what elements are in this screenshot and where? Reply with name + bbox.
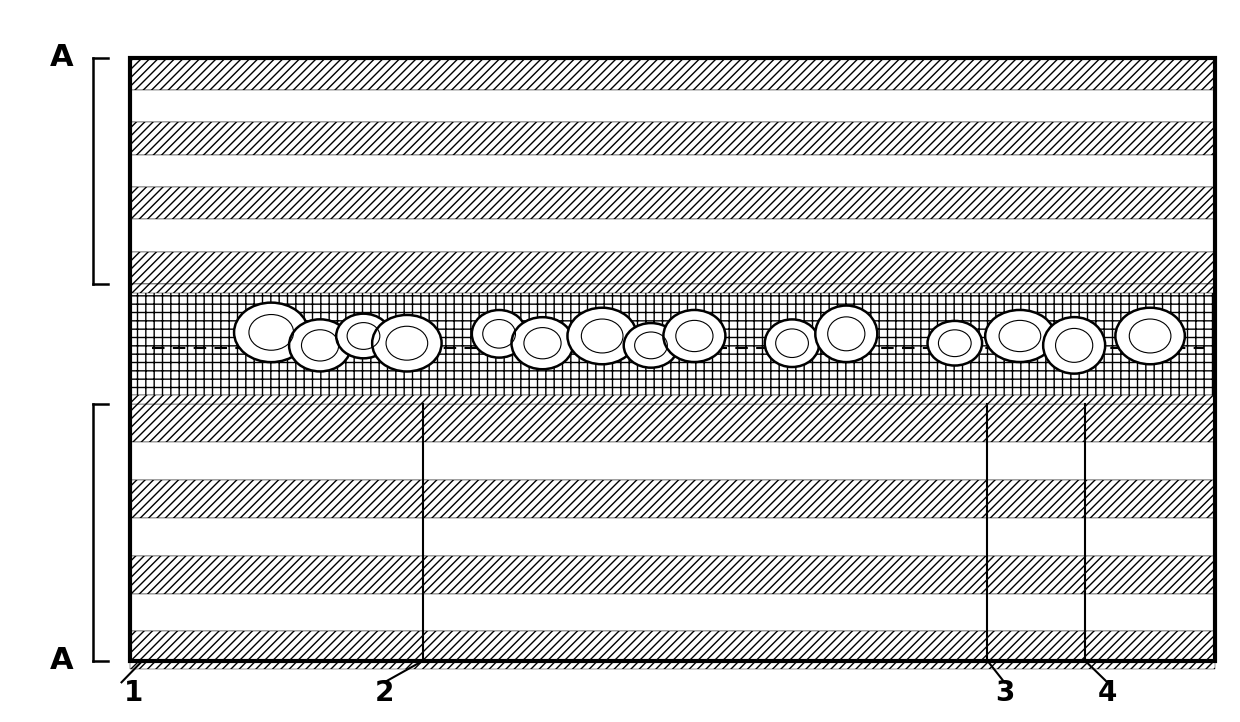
Bar	[130, 122, 1215, 155]
Text: 4: 4	[1097, 679, 1117, 707]
Text: 3: 3	[994, 679, 1014, 707]
Ellipse shape	[816, 305, 878, 362]
Ellipse shape	[568, 308, 637, 365]
Bar	[130, 518, 1215, 556]
Bar	[130, 480, 1215, 518]
Ellipse shape	[1115, 308, 1184, 365]
Ellipse shape	[511, 317, 573, 369]
Text: A: A	[50, 646, 74, 675]
Ellipse shape	[1043, 317, 1105, 374]
Ellipse shape	[985, 310, 1054, 362]
Bar	[130, 593, 1215, 632]
Bar	[130, 632, 1215, 669]
Bar	[130, 251, 1215, 284]
Bar	[130, 187, 1215, 219]
Ellipse shape	[663, 310, 725, 362]
Ellipse shape	[234, 303, 309, 362]
Bar	[130, 219, 1215, 251]
Bar	[130, 396, 1215, 404]
Bar	[130, 556, 1215, 593]
Bar	[130, 155, 1215, 187]
Ellipse shape	[765, 319, 820, 367]
Bar	[130, 442, 1215, 480]
Text: 2: 2	[374, 679, 394, 707]
Ellipse shape	[289, 319, 351, 371]
Bar	[130, 284, 1215, 396]
Ellipse shape	[928, 321, 982, 365]
Text: 1: 1	[124, 679, 144, 707]
Ellipse shape	[624, 323, 678, 367]
Ellipse shape	[336, 313, 391, 358]
Ellipse shape	[372, 315, 441, 372]
Text: A: A	[50, 43, 74, 72]
Bar	[130, 58, 1215, 661]
Bar	[130, 58, 1215, 90]
Bar	[130, 58, 1215, 661]
Bar	[130, 284, 1215, 292]
Bar	[130, 90, 1215, 122]
Ellipse shape	[472, 310, 527, 357]
Bar	[130, 404, 1215, 442]
